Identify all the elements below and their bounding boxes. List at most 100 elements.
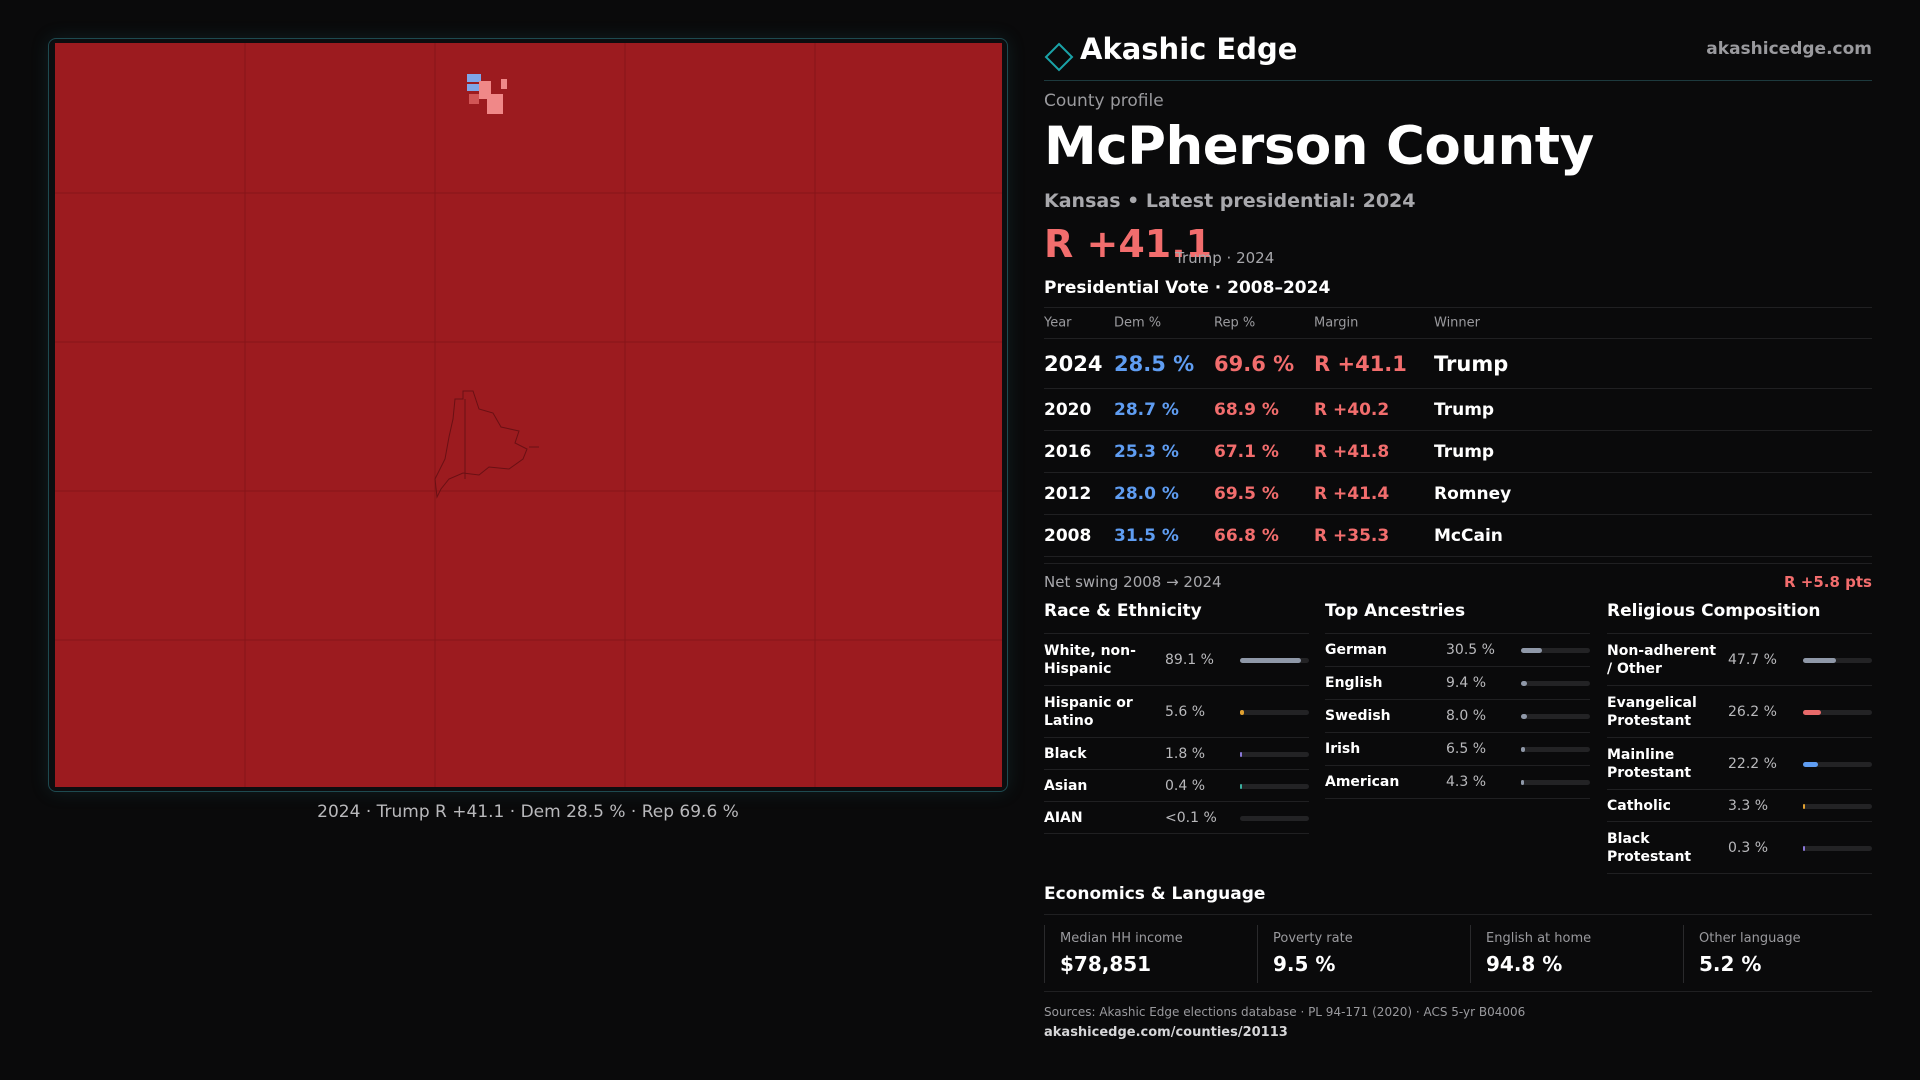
stat-value: $78,851 (1060, 952, 1152, 976)
cell-rep: 69.5 % (1214, 483, 1279, 504)
cell-margin: R +41.1 (1314, 351, 1407, 376)
stat-value: 9.5 % (1273, 952, 1336, 976)
township-grid (55, 43, 1002, 787)
item-pct: 0.4 % (1165, 777, 1206, 794)
precinct-mcpherson-city[interactable] (434, 390, 539, 499)
cell-winner: Romney (1434, 483, 1512, 504)
item-pct: 9.4 % (1446, 675, 1487, 691)
bar-fill (1521, 714, 1527, 719)
bar-track (1521, 747, 1590, 752)
economics-stats: Median HH income $78,851 Poverty rate 9.… (1044, 925, 1872, 992)
bar-fill (1240, 751, 1242, 757)
list-item: German 30.5 % (1325, 634, 1590, 667)
item-label: Hispanic or Latino (1044, 694, 1133, 729)
county-map[interactable] (48, 38, 1008, 792)
header-margin: Margin (1314, 315, 1359, 331)
item-pct: 47.7 % (1728, 651, 1777, 668)
item-pct: <0.1 % (1165, 809, 1217, 826)
bar-track (1803, 761, 1872, 767)
bar-track (1521, 681, 1590, 686)
list-item: Mainline Protestant 22.2 % (1607, 738, 1872, 790)
brand-header: Akashic Edge akashicedge.com (1044, 30, 1872, 81)
list-item: Asian 0.4 % (1044, 770, 1309, 802)
table-row: 2016 25.3 % 67.1 % R +41.8 Trump (1044, 431, 1872, 473)
precinct-map-svg (55, 43, 1002, 787)
stat-value: 5.2 % (1699, 952, 1762, 976)
header-dem: Dem % (1114, 315, 1162, 331)
item-label: White, non-Hispanic (1044, 642, 1136, 677)
race-title: Race & Ethnicity (1044, 601, 1309, 634)
cell-rep: 66.8 % (1214, 525, 1279, 546)
ancestries-section: Top Ancestries German 30.5 % English 9.4… (1325, 601, 1590, 799)
site-url-link[interactable]: akashicedge.com (1706, 39, 1872, 59)
item-pct: 30.5 % (1446, 642, 1495, 658)
bar-track (1803, 845, 1872, 851)
item-label: Swedish (1325, 708, 1391, 724)
cell-winner: Trump (1434, 441, 1495, 462)
vote-table-title: Presidential Vote · 2008–2024 (1044, 278, 1331, 298)
stat-value: 94.8 % (1486, 952, 1563, 976)
header-rep: Rep % (1214, 315, 1256, 331)
bar-track (1240, 783, 1309, 789)
table-row: 2024 28.5 % 69.6 % R +41.1 Trump (1044, 339, 1872, 389)
cell-winner: Trump (1434, 399, 1495, 420)
item-pct: 3.3 % (1728, 797, 1769, 814)
cell-dem: 31.5 % (1114, 525, 1179, 546)
bar-fill (1521, 780, 1524, 785)
table-row: 2020 28.7 % 68.9 % R +40.2 Trump (1044, 389, 1872, 431)
bar-track (1240, 815, 1309, 821)
map-caption: 2024 · Trump R +41.1 · Dem 28.5 % · Rep … (317, 802, 739, 822)
list-item: Catholic 3.3 % (1607, 790, 1872, 822)
list-item: Swedish 8.0 % (1325, 700, 1590, 733)
table-row: 2008 31.5 % 66.8 % R +35.3 McCain (1044, 515, 1872, 557)
bar-fill (1521, 747, 1525, 752)
cell-margin: R +41.4 (1314, 483, 1390, 504)
stat-median-income: Median HH income $78,851 (1044, 925, 1244, 983)
cell-rep: 69.6 % (1214, 351, 1295, 376)
bar-fill (1240, 657, 1301, 663)
sources-note: Sources: Akashic Edge elections database… (1044, 1005, 1526, 1019)
bar-fill (1240, 783, 1242, 789)
item-label: Irish (1325, 741, 1361, 757)
ancestries-title: Top Ancestries (1325, 601, 1590, 634)
headline-margin: R +41.1 (1044, 222, 1213, 266)
bar-track (1521, 648, 1590, 653)
bar-fill (1521, 648, 1542, 653)
cell-rep: 68.9 % (1214, 399, 1279, 420)
bar-track (1803, 657, 1872, 663)
table-row: 2012 28.0 % 69.5 % R +41.4 Romney (1044, 473, 1872, 515)
diamond-logo-icon (1044, 42, 1074, 72)
stat-label: Poverty rate (1273, 931, 1353, 946)
religion-section: Religious Composition Non-adherent / Oth… (1607, 601, 1872, 874)
list-item: Black 1.8 % (1044, 738, 1309, 770)
item-label: AIAN (1044, 809, 1083, 826)
item-label: Black (1044, 745, 1087, 762)
item-pct: 22.2 % (1728, 755, 1777, 772)
list-item: Evangelical Protestant 26.2 % (1607, 686, 1872, 738)
list-item: Non-adherent / Other 47.7 % (1607, 634, 1872, 686)
item-label: Asian (1044, 777, 1088, 794)
cell-dem: 25.3 % (1114, 441, 1179, 462)
brand-name[interactable]: Akashic Edge (1080, 32, 1298, 66)
header-year: Year (1044, 315, 1072, 331)
list-item: Black Protestant 0.3 % (1607, 822, 1872, 874)
cell-year: 2024 (1044, 351, 1103, 376)
stat-other-language: Other language 5.2 % (1683, 925, 1883, 983)
bar-track (1240, 657, 1309, 663)
bar-track (1521, 780, 1590, 785)
list-item: White, non-Hispanic 89.1 % (1044, 634, 1309, 686)
precinct-lindsborg[interactable] (467, 74, 507, 114)
cell-rep: 67.1 % (1214, 441, 1279, 462)
item-pct: 26.2 % (1728, 703, 1777, 720)
item-pct: 6.5 % (1446, 741, 1487, 757)
page-url-link[interactable]: akashicedge.com/counties/20113 (1044, 1025, 1288, 1040)
cell-year: 2016 (1044, 441, 1092, 462)
list-item: American 4.3 % (1325, 766, 1590, 799)
vote-table: Year Dem % Rep % Margin Winner 2024 28.5… (1044, 307, 1872, 557)
bar-fill (1240, 709, 1244, 715)
cell-year: 2008 (1044, 525, 1092, 546)
bar-track (1240, 709, 1309, 715)
net-swing-value: R +5.8 pts (1784, 573, 1872, 591)
headline-margin-detail: Trump · 2024 (1175, 249, 1275, 267)
header-winner: Winner (1434, 315, 1481, 331)
